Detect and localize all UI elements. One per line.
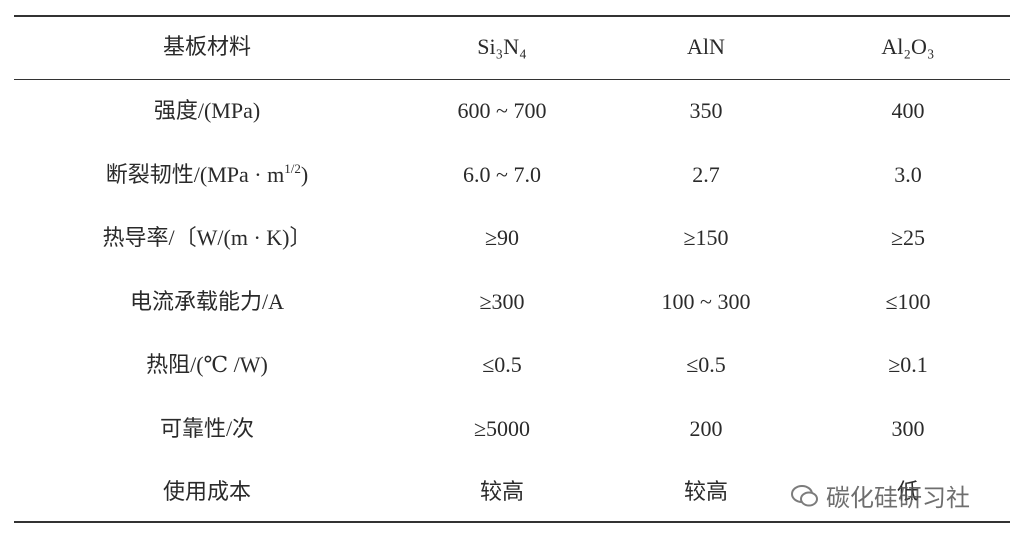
data-cell: 400 xyxy=(891,98,925,123)
data-cell: ≥90 xyxy=(484,225,520,250)
wechat-icon xyxy=(791,484,818,506)
data-cell: 3.0 xyxy=(894,161,922,187)
data-cell: 低 xyxy=(896,479,919,504)
data-cell: ≥150 xyxy=(683,225,729,250)
header-cell: Si₃N₄ xyxy=(477,34,527,59)
row-label: 电流承载能力/A xyxy=(129,288,284,314)
watermark-text: 碳化硅研习社 xyxy=(826,484,970,512)
data-cell: ≥0.1 xyxy=(888,352,928,377)
row-label: 可靠性/次 xyxy=(159,415,255,441)
data-cell: 6.0 ~ 7.0 xyxy=(463,161,541,187)
header-cell: AlN xyxy=(687,34,725,59)
watermark: 碳化硅研习社 xyxy=(790,478,970,513)
header-rule xyxy=(14,79,1010,80)
row-label: 强度/(MPa) xyxy=(153,98,261,123)
data-cell: 较高 xyxy=(479,479,524,504)
row-label: 使用成本 xyxy=(162,479,251,504)
data-cell: 较高 xyxy=(683,479,728,504)
data-cell: ≤0.5 xyxy=(482,352,522,377)
row-label: 热导率/〔W/(m · K)〕 xyxy=(102,225,312,250)
data-cell: 200 xyxy=(689,415,723,441)
header-cell: 基板材料 xyxy=(162,34,251,59)
header-cell: Al₂O₃ xyxy=(881,34,935,59)
data-cell: ≤100 xyxy=(885,288,931,314)
data-cell: ≤0.5 xyxy=(686,352,726,377)
superscript: 1/2 xyxy=(284,160,301,176)
text-part: 断裂韧性/(MPa · m xyxy=(105,161,285,187)
data-cell: 350 xyxy=(689,98,723,123)
data-cell: 100 ~ 300 xyxy=(661,288,751,314)
data-cell: 2.7 xyxy=(692,161,720,187)
row-label: 热阻/(℃ /W) xyxy=(146,352,268,377)
data-cell: 300 xyxy=(891,415,925,441)
data-cell: 600 ~ 700 xyxy=(457,98,547,123)
row-label: 断裂韧性/(MPa · m1/2) xyxy=(77,160,337,190)
data-cell: ≥25 xyxy=(890,225,926,250)
data-cell: ≥300 xyxy=(479,288,525,314)
text-part: ) xyxy=(300,161,309,187)
top-rule xyxy=(14,15,1010,17)
data-cell: ≥5000 xyxy=(473,415,531,441)
bottom-rule xyxy=(14,521,1010,523)
